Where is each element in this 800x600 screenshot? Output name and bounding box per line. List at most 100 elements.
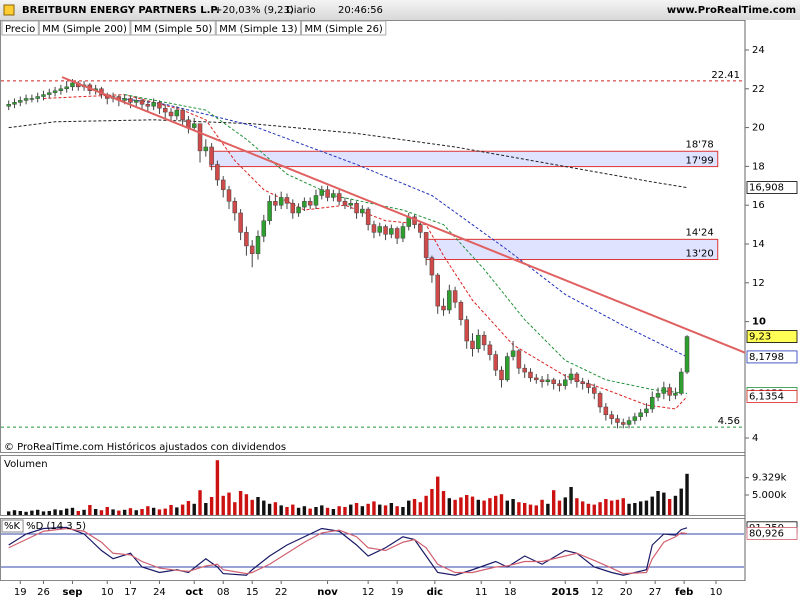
volume-bar (198, 490, 202, 515)
volume-bar (233, 502, 237, 515)
candle-body (615, 418, 620, 423)
volume-bar (673, 495, 678, 515)
x-tick-label: dic (427, 587, 444, 598)
candle-body (539, 379, 545, 383)
x-tick-label: 18 (504, 587, 517, 598)
x-tick-label: oct (185, 587, 203, 598)
legend-box (215, 20, 302, 36)
y-tick-label: 18 (752, 161, 765, 172)
volume-bar (430, 489, 434, 515)
candle-body (609, 414, 614, 419)
y-tick-label: 9.329k (752, 473, 787, 484)
note: © ProRealTime.com Históricos ajustados c… (4, 441, 286, 453)
candle-body (278, 197, 284, 206)
volume-bar (24, 511, 28, 515)
volume-bar (215, 460, 220, 515)
candle-body (678, 371, 684, 394)
candle-body (284, 197, 290, 204)
candle-body (145, 104, 151, 107)
candle-body (580, 381, 585, 384)
volume-bar (401, 507, 405, 515)
volume-bar (320, 505, 324, 515)
volume-bar (586, 503, 591, 515)
volume-bar (383, 505, 388, 515)
candle-body (203, 146, 209, 152)
candle-body (365, 208, 371, 225)
x-tick-label: 10 (710, 587, 723, 598)
y-tick-label: 4 (752, 433, 758, 444)
volume-bar (465, 495, 469, 515)
candle-body (522, 367, 527, 373)
volume-bar (285, 507, 289, 515)
candle-body (510, 350, 516, 357)
volume-bar (273, 502, 278, 515)
legend-box (1, 20, 39, 36)
volume-bar (12, 510, 17, 515)
volume-bar (221, 495, 225, 515)
volume-bar (667, 499, 672, 515)
y-tick-label: 20 (752, 123, 765, 134)
candle-body (215, 164, 220, 181)
y-tick-label: 24 (752, 45, 765, 56)
candle-body (133, 100, 139, 103)
volume-bar (540, 499, 544, 515)
y-tick-label: 16 (752, 200, 765, 211)
volume-bar (169, 505, 173, 515)
candle-body (70, 82, 75, 88)
candle-body (603, 406, 609, 415)
x-tick-label: 24 (153, 587, 166, 598)
x-tick-label: 2015 (551, 587, 579, 598)
volume-bar (685, 473, 689, 515)
moving-average (124, 94, 688, 394)
volume-bar (53, 509, 57, 515)
volume-bar (517, 502, 521, 515)
volume-bar (238, 491, 243, 515)
volume-bar (140, 509, 144, 515)
legend-box (301, 20, 387, 36)
volume-bar (204, 503, 208, 515)
legend-box (1, 519, 24, 533)
volume-bar (291, 504, 295, 515)
candle-body (383, 226, 388, 235)
candle-body (174, 109, 180, 117)
site: www.ProRealTime.com (667, 5, 796, 16)
candle-body (47, 92, 52, 95)
candle-body (620, 422, 626, 425)
volume-bar (633, 503, 637, 515)
candle-body (441, 305, 446, 311)
legend-item: %K (4, 521, 21, 532)
instrument-title: BREITBURN ENERGY PARTNERS L.P. (22, 5, 220, 16)
candle-body (586, 383, 591, 388)
candle-body (18, 100, 23, 103)
y-tick-label: 5.000k (752, 490, 787, 501)
x-tick-label: 22 (275, 587, 288, 598)
header-bar (0, 0, 800, 20)
volume-bar (459, 497, 463, 515)
volume-bar (534, 505, 538, 515)
volume-bar (163, 508, 167, 515)
candle-body (493, 354, 498, 371)
volume-bar (494, 495, 498, 515)
y-tick-label: 12 (752, 278, 765, 289)
x-tick-label: 12 (591, 587, 604, 598)
candle-body (325, 189, 330, 198)
candle-body (261, 220, 267, 237)
x-tick-label: 12 (362, 587, 375, 598)
candle-body (597, 393, 603, 408)
candle-body (186, 119, 191, 128)
stoch-panel (0, 518, 746, 581)
candle-body (470, 340, 475, 350)
candle-body (244, 232, 249, 247)
volume-bar (349, 504, 353, 515)
volume-bar (482, 500, 486, 515)
h-line-label: 4.56 (718, 416, 740, 427)
candle-body (348, 203, 354, 206)
volume-bar (314, 507, 318, 515)
candle-body (371, 224, 377, 233)
x-tick-label: sep (63, 587, 83, 598)
zone-label: 18'78 (686, 139, 714, 150)
volume-bar (557, 500, 562, 515)
volume-bar (180, 504, 185, 515)
stoch-line (8, 527, 688, 575)
candle-body (151, 102, 156, 107)
